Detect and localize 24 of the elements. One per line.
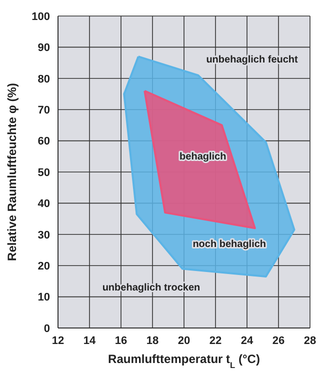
y-tick-label: 60: [38, 136, 50, 148]
x-tick-label: 16: [114, 334, 128, 347]
y-tick-label: 40: [38, 198, 50, 210]
x-tick-label: 14: [83, 334, 96, 347]
y-tick-label: 10: [38, 292, 50, 304]
annotation: behaglich: [180, 150, 226, 162]
x-tick-label: 20: [178, 334, 190, 347]
x-tick-label: 18: [146, 334, 159, 347]
y-tick-label: 80: [38, 73, 50, 86]
y-tick-label: 70: [38, 104, 50, 117]
y-tick-label: 30: [38, 229, 50, 242]
x-tick-label: 24: [240, 334, 254, 347]
y-axis-title: Relative Raumluftfeuchte φ (%): [5, 83, 19, 261]
y-tick-label: 90: [38, 42, 50, 54]
x-axis-title: Raumlufttemperatur t$_{L}$ (°C): [108, 352, 260, 370]
x-tick-label: 22: [209, 334, 222, 347]
y-tick-label: 20: [38, 260, 50, 273]
x-tick-label: 12: [52, 334, 64, 347]
annotation: noch behaglich: [192, 238, 266, 250]
x-tick-label: 28: [304, 334, 316, 347]
y-tick-label: 100: [32, 10, 50, 23]
x-tick-label: 26: [272, 334, 285, 347]
y-tick-label: 50: [38, 166, 50, 179]
y-tick-label: 0: [44, 322, 50, 335]
